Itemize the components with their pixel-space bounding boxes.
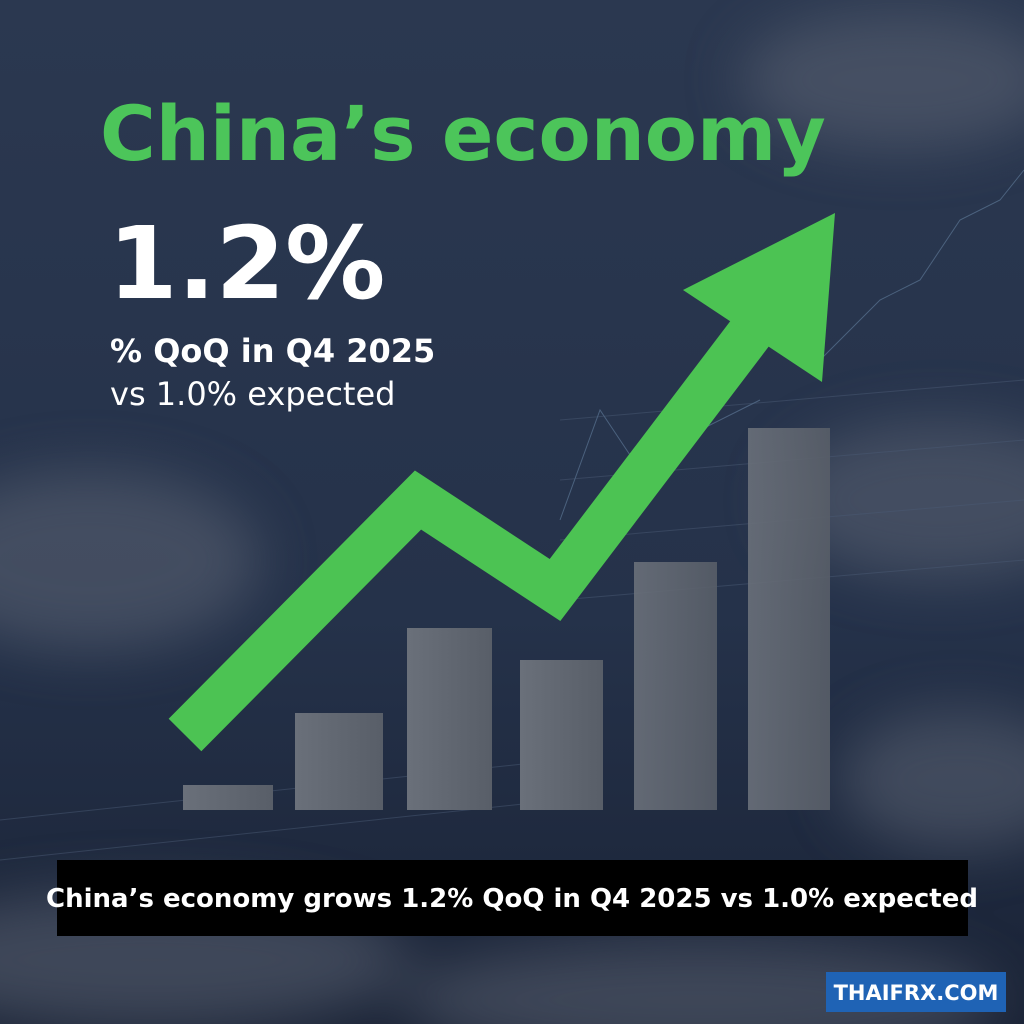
arrow <box>168 213 835 752</box>
caption-box <box>57 860 968 936</box>
bar <box>520 660 603 810</box>
watermark-box <box>826 972 1006 1012</box>
bar <box>295 713 383 810</box>
arrow-head <box>683 213 835 382</box>
bar <box>748 428 830 810</box>
headline: China’s economy <box>100 89 826 178</box>
bar <box>183 785 273 810</box>
caption: China’s economy grows 1.2% QoQ in Q4 202… <box>46 884 978 914</box>
arrow-shaft <box>168 306 779 752</box>
bars <box>183 428 830 810</box>
figure: 1.2% <box>108 205 385 322</box>
detail-line: vs 1.0% expected <box>110 375 395 413</box>
watermark: THAIFRX.COM <box>834 981 999 1005</box>
bar <box>407 628 492 810</box>
bar <box>634 562 717 810</box>
detail-line: % QoQ in Q4 2025 <box>110 332 435 370</box>
